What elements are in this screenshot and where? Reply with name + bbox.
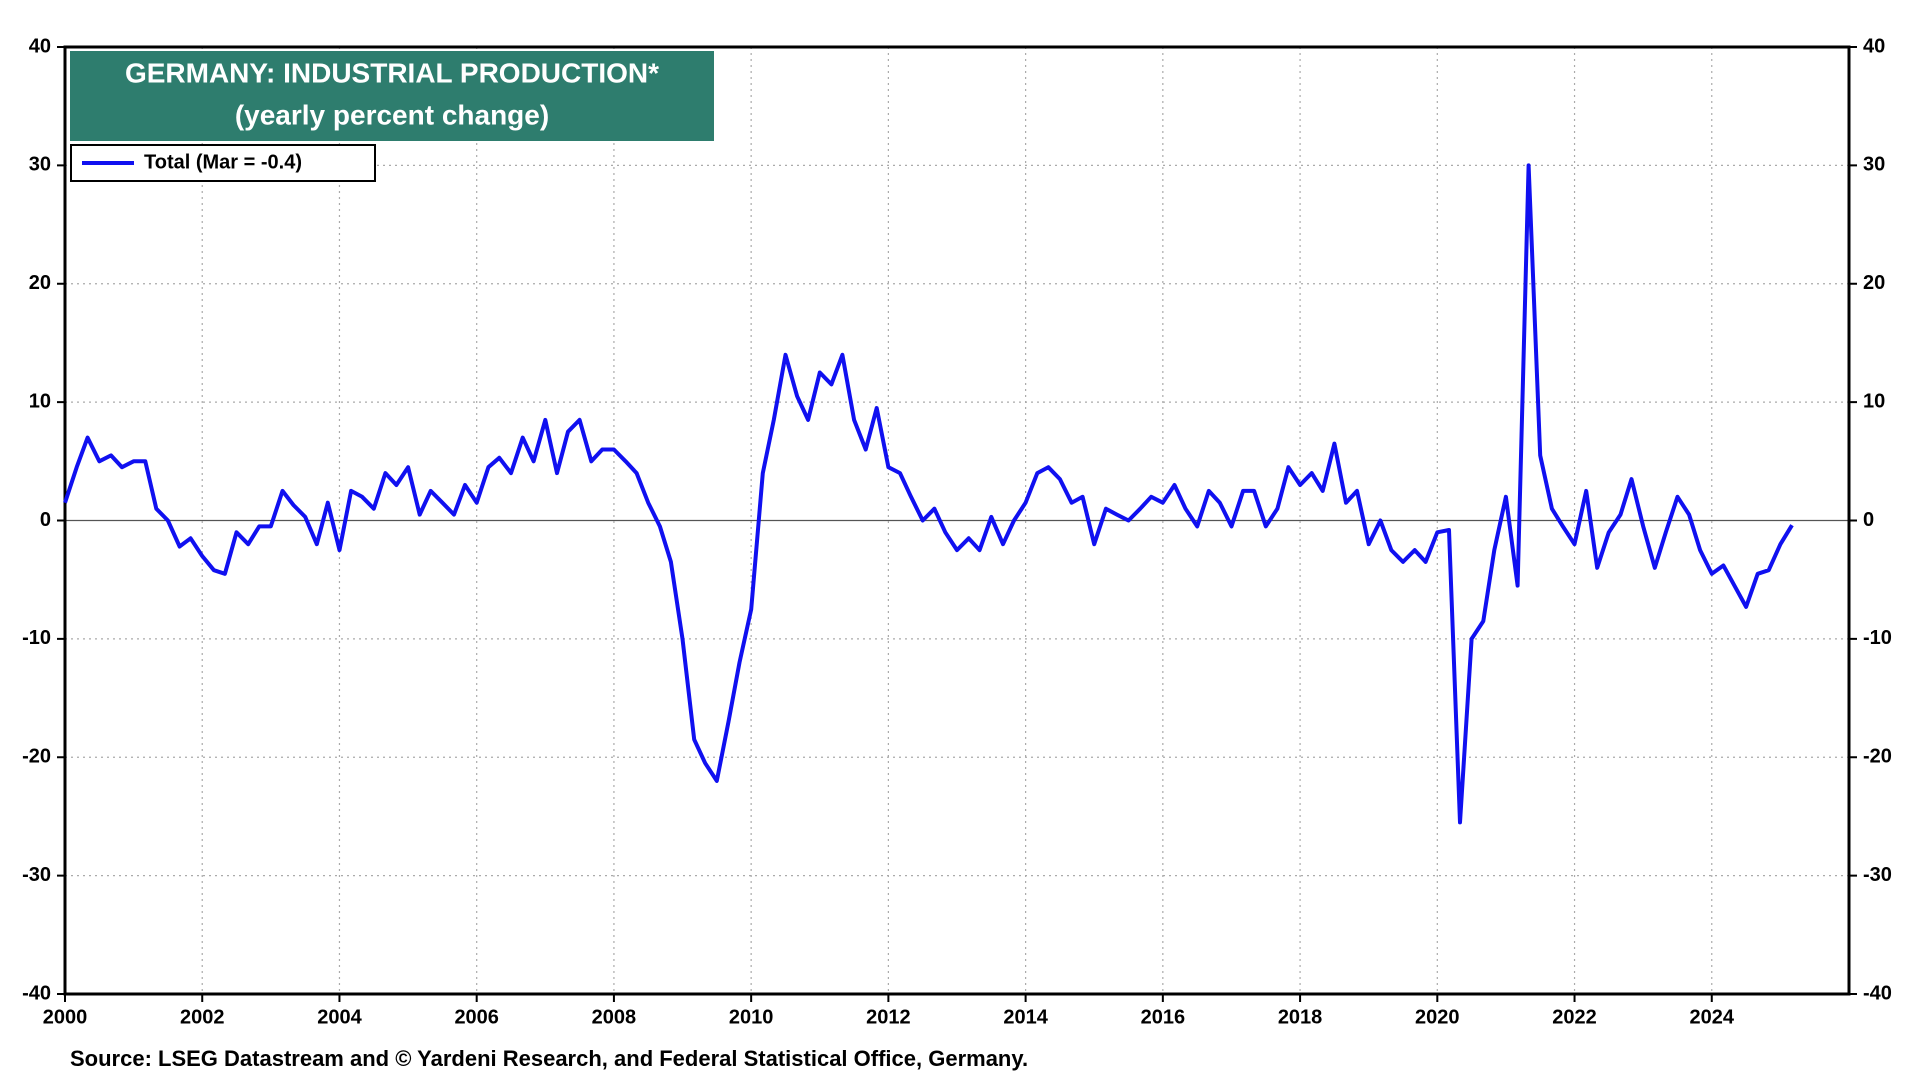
y2-tick-label: -40 xyxy=(1863,982,1892,1004)
legend: Total (Mar = -0.4) xyxy=(70,144,376,182)
y-tick-label: 30 xyxy=(29,154,51,176)
y-tick-label: 0 xyxy=(40,509,51,531)
y2-tick-label: -20 xyxy=(1863,746,1892,768)
x-tick-label: 2024 xyxy=(1690,1006,1735,1028)
y2-tick-label: 10 xyxy=(1863,390,1885,412)
y-tick-label: -20 xyxy=(22,746,51,768)
x-tick-label: 2012 xyxy=(866,1006,911,1028)
chart-title: GERMANY: INDUSTRIAL PRODUCTION* xyxy=(125,57,659,88)
x-tick-label: 2022 xyxy=(1552,1006,1597,1028)
y2-tick-label: -30 xyxy=(1863,864,1892,886)
chart-subtitle: (yearly percent change) xyxy=(235,99,549,130)
data-line xyxy=(63,163,1794,825)
x-tick-label: 2010 xyxy=(729,1006,774,1028)
y-tick-label: 20 xyxy=(29,272,51,294)
y-tick-label: -30 xyxy=(22,864,51,886)
plot xyxy=(63,163,1794,825)
x-tick-label: 2002 xyxy=(180,1006,225,1028)
y-tick-label: -10 xyxy=(22,627,51,649)
x-tick-label: 2006 xyxy=(454,1006,499,1028)
x-tick-label: 2000 xyxy=(43,1006,88,1028)
y2-tick-label: -10 xyxy=(1863,627,1892,649)
y2-tick-label: 30 xyxy=(1863,154,1885,176)
x-tick-label: 2008 xyxy=(592,1006,637,1028)
y2-tick-label: 0 xyxy=(1863,509,1874,531)
y-tick-label: -40 xyxy=(22,982,51,1004)
x-tick-label: 2016 xyxy=(1141,1006,1186,1028)
y2-tick-label: 40 xyxy=(1863,35,1885,57)
y-tick-label: 10 xyxy=(29,390,51,412)
x-tick-label: 2018 xyxy=(1278,1006,1323,1028)
x-tick-label: 2020 xyxy=(1415,1006,1460,1028)
y-tick-label: 40 xyxy=(29,35,51,57)
title-box xyxy=(70,51,714,141)
x-tick-label: 2014 xyxy=(1003,1006,1048,1028)
y2-tick-label: 20 xyxy=(1863,272,1885,294)
x-tick-label: 2004 xyxy=(317,1006,362,1028)
source-note: Source: LSEG Datastream and © Yardeni Re… xyxy=(70,1046,1028,1071)
legend-label: Total (Mar = -0.4) xyxy=(144,151,302,173)
plot-frame xyxy=(63,45,1851,996)
